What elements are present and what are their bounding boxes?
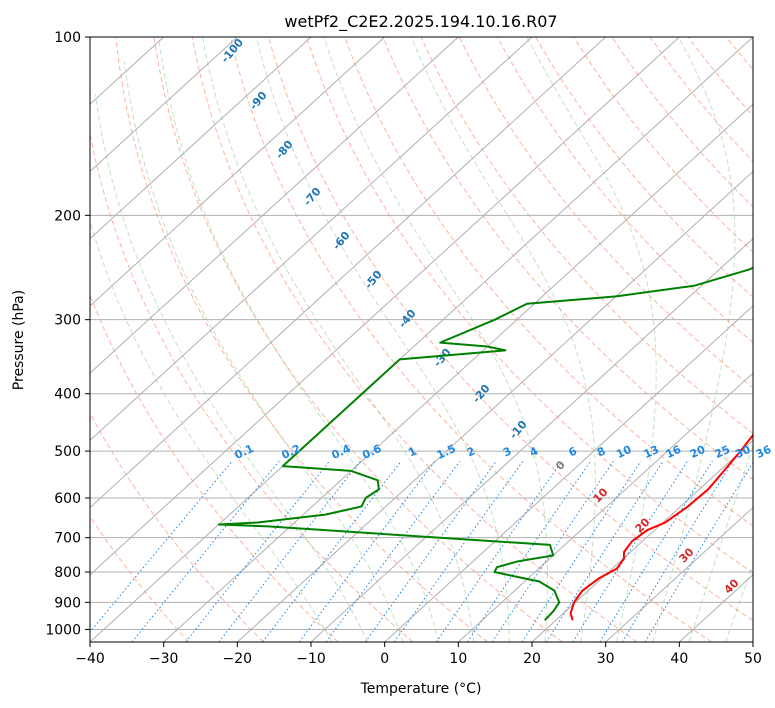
- x-tick-label: 50: [744, 651, 762, 667]
- mixing-ratio-line: [621, 460, 734, 642]
- mixing-ratio-line: [298, 460, 436, 642]
- mixing-ratio-line: [262, 460, 402, 642]
- mixing-ratio-line: [545, 460, 664, 642]
- y-axis-label: Pressure (hPa): [11, 290, 27, 390]
- x-tick-label: 0: [380, 651, 389, 667]
- moist-adiabat: [725, 563, 753, 642]
- x-tick-label: −20: [223, 651, 253, 667]
- isotherm-line: [90, 37, 753, 642]
- moist-adiabat: [123, 61, 404, 642]
- pressure-gridlines: [90, 37, 753, 630]
- temperature-profile-line: [569, 433, 753, 621]
- mixing-ratio-label: 13: [642, 443, 661, 461]
- x-tick-label: −40: [75, 651, 105, 667]
- moist-adiabat: [323, 37, 549, 642]
- mixing-ratio-label: 30: [733, 443, 753, 461]
- mixing-ratio-line: [185, 460, 330, 642]
- moist-adiabat: [94, 94, 369, 642]
- moist-adiabat: [202, 37, 475, 642]
- y-tick-label: 300: [54, 313, 81, 329]
- mixing-ratio-label: 25: [713, 443, 732, 461]
- plot-frame: [89, 36, 754, 643]
- isotherm-line: [310, 237, 753, 642]
- x-tick-label: 30: [597, 651, 615, 667]
- y-tick-label: 700: [54, 531, 81, 547]
- isotherm-line: [90, 37, 238, 173]
- isotherm-line: [457, 372, 753, 642]
- y-tick-label: 800: [54, 565, 81, 581]
- isotherm-line: [90, 37, 386, 307]
- mixing-ratio-line: [572, 460, 688, 642]
- y-tick-label: 100: [54, 30, 81, 46]
- y-axis-ticks: 100 200 300 400 500 600 700 800 900 1000: [45, 30, 90, 638]
- moist-adiabat: [526, 37, 657, 642]
- moist-adiabat: [255, 37, 510, 642]
- y-tick-label: 600: [54, 491, 81, 507]
- x-tick-label: −30: [149, 651, 179, 667]
- isotherm-line: [163, 103, 753, 642]
- moist-adiabat: [90, 219, 333, 642]
- isotherm-line: [90, 37, 607, 509]
- mixing-ratio-line: [131, 460, 280, 642]
- isotherm-line: [236, 170, 753, 642]
- isotherm-line: [90, 37, 680, 576]
- dry-adiabat: [90, 412, 264, 642]
- x-axis-label: Temperature (°C): [360, 681, 482, 697]
- y-tick-label: 400: [54, 387, 81, 403]
- mixing-ratio-line: [90, 460, 233, 633]
- dry-adiabat: [115, 37, 488, 642]
- y-tick-label: 500: [54, 444, 81, 460]
- isotherms: [90, 37, 753, 642]
- mixing-ratio-label: 16: [664, 443, 684, 461]
- profile-series: [217, 266, 753, 621]
- y-tick-label: 200: [54, 208, 81, 224]
- isotherm-line: [605, 506, 753, 642]
- x-tick-label: 40: [670, 651, 688, 667]
- x-tick-label: 10: [449, 651, 467, 667]
- x-tick-label: 20: [523, 651, 541, 667]
- moist-adiabat: [158, 37, 439, 642]
- dry-adiabat: [420, 37, 753, 435]
- dry-adiabat: [153, 37, 563, 642]
- x-tick-label: −10: [296, 651, 326, 667]
- moist-adiabat: [410, 37, 596, 642]
- mixing-ratio-line: [491, 460, 614, 642]
- isotherm-line: [90, 37, 312, 240]
- dry-adiabat: [268, 37, 753, 622]
- mixing-ratio-line: [364, 460, 497, 642]
- mixing-ratio-line: [521, 460, 642, 642]
- mixing-ratio-line: [393, 460, 524, 642]
- dewpoint-profile-line: [217, 266, 753, 621]
- mixing-ratio-line: [599, 460, 713, 642]
- mixing-ratio-label: 20: [688, 443, 708, 461]
- moist-adiabats: [90, 37, 753, 642]
- mixing-ratio-line: [325, 460, 461, 642]
- mixing-ratio-lines: [90, 460, 753, 642]
- isotherm-line: [90, 37, 459, 374]
- dry-adiabat: [496, 37, 753, 344]
- y-tick-label: 900: [54, 595, 81, 611]
- dry-adiabat: [306, 37, 753, 574]
- isotherm-line: [531, 439, 753, 642]
- x-axis-ticks: −40 −30 −20 −10 0 10 20 30 40 50: [75, 642, 762, 667]
- mixing-ratio-line: [218, 460, 361, 642]
- dry-adiabat: [191, 37, 638, 642]
- isotherm-line: [90, 37, 533, 442]
- chart-title: wetPf2_C2E2.2025.194.10.16.R07: [284, 12, 557, 32]
- y-tick-label: 1000: [45, 622, 81, 638]
- mixing-ratio-label: 36: [754, 443, 774, 461]
- mixing-ratio-label: 10: [614, 443, 634, 461]
- dry-adiabat: [535, 37, 753, 298]
